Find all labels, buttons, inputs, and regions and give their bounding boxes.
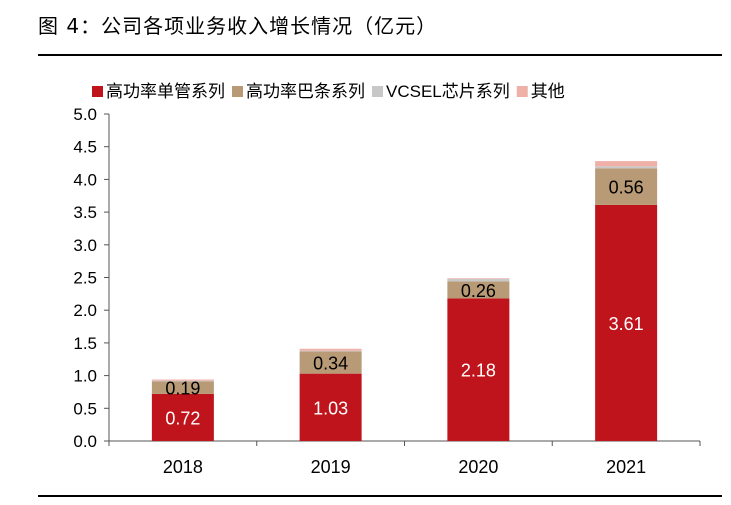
top-rule	[38, 54, 722, 56]
x-tick-label: 2020	[458, 457, 498, 477]
y-tick-label: 4.0	[73, 170, 97, 189]
bar-segment	[151, 393, 214, 441]
bar-segment	[595, 204, 658, 441]
legend-swatch	[372, 86, 383, 97]
legend-label: VCSEL芯片系列	[386, 82, 510, 101]
data-label: 0.56	[609, 178, 644, 198]
bar-segment	[447, 281, 510, 299]
bar-segment	[447, 278, 510, 282]
y-tick-label: 3.5	[73, 203, 97, 222]
legend-label: 高功率巴条系列	[246, 82, 365, 101]
y-tick-label: 2.5	[73, 269, 97, 288]
y-tick-label: 1.0	[73, 367, 97, 386]
bar-segment	[595, 168, 658, 205]
figure-title: 图 4：公司各项业务收入增长情况（亿元）	[38, 14, 438, 38]
data-label: 0.26	[461, 281, 496, 301]
bar-segment	[299, 373, 362, 441]
legend-swatch	[92, 86, 103, 97]
data-label: 3.61	[609, 314, 644, 334]
bar-segment	[595, 161, 658, 167]
legend-swatch	[516, 86, 528, 97]
y-tick-label: 3.0	[73, 236, 97, 255]
bar-segment	[299, 351, 362, 374]
bar-segment	[299, 348, 362, 351]
data-label: 1.03	[313, 398, 348, 418]
y-tick-label: 0.5	[73, 399, 97, 418]
bar-segment	[447, 298, 510, 441]
data-label: 0.34	[313, 354, 348, 374]
data-label: 0.72	[165, 408, 200, 428]
bar-segment	[151, 381, 214, 394]
bar-segment	[595, 166, 658, 169]
bottom-rule	[38, 495, 722, 497]
bar-segment	[447, 278, 510, 279]
y-tick-label: 2.0	[73, 301, 97, 320]
y-tick-label: 5.0	[73, 105, 97, 124]
legend-swatch	[232, 86, 243, 97]
bar-segment	[151, 379, 214, 381]
x-tick-label: 2021	[606, 457, 646, 477]
legend-label: 其他	[531, 82, 565, 101]
bar-segment	[151, 380, 214, 382]
y-tick-label: 0.0	[73, 432, 97, 451]
y-tick-label: 4.5	[73, 138, 97, 157]
y-tick-label: 1.5	[73, 334, 97, 353]
x-tick-label: 2018	[163, 457, 203, 477]
legend-label: 高功率单管系列	[106, 82, 225, 101]
x-tick-label: 2019	[311, 457, 351, 477]
data-label: 2.18	[461, 361, 496, 381]
bar-segment	[299, 350, 362, 352]
data-label: 0.19	[165, 379, 200, 399]
